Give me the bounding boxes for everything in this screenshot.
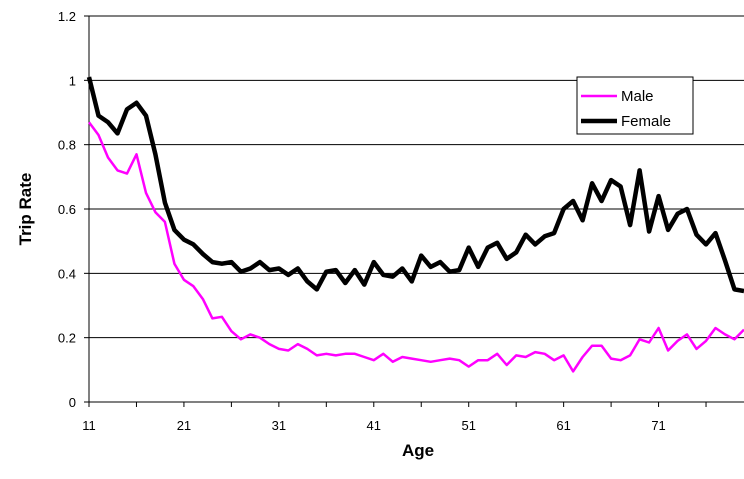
plot-area: 0 0.2 0.4 0.6 0.8 1 1.2 11 21 31 41 51 61 71 — [58, 9, 744, 433]
y-tick-label: 0.8 — [58, 138, 76, 153]
x-tick-label: 11 — [82, 418, 96, 433]
x-axis-ticks: 11 21 31 41 51 61 71 — [82, 402, 707, 433]
x-tick-label: 71 — [651, 418, 665, 433]
x-axis-title: Age — [402, 441, 434, 460]
x-tick-label: 61 — [556, 418, 570, 433]
legend-label-male: Male — [621, 88, 654, 105]
y-tick-label: 1 — [69, 73, 76, 88]
y-axis-ticks: 0 0.2 0.4 0.6 0.8 1 1.2 — [58, 9, 89, 410]
series-lines — [86, 76, 744, 373]
y-tick-label: 0 — [69, 395, 76, 410]
legend: Male Female — [576, 76, 694, 135]
y-tick-label: 0.4 — [58, 266, 76, 281]
x-tick-label: 21 — [177, 418, 191, 433]
y-tick-label: 0.6 — [58, 202, 76, 217]
legend-label-female: Female — [621, 113, 671, 130]
x-tick-label: 41 — [367, 418, 381, 433]
series-line-male — [87, 121, 744, 373]
legend-box — [576, 76, 694, 135]
x-tick-label: 31 — [272, 418, 286, 433]
y-tick-label: 1.2 — [58, 9, 76, 24]
y-axis-title: Trip Rate — [16, 173, 35, 246]
y-tick-label: 0.2 — [58, 331, 76, 346]
series-line-female — [86, 76, 744, 294]
x-tick-label: 51 — [461, 418, 475, 433]
